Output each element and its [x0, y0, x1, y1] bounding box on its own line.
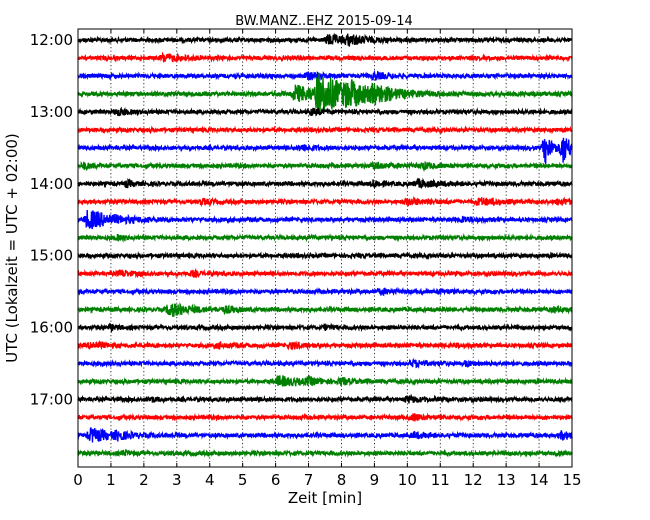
y-tick-label: 12:00 — [30, 31, 73, 49]
y-tick-label: 16:00 — [30, 319, 73, 337]
trace-1600 — [77, 322, 573, 334]
trace-1215 — [77, 51, 573, 63]
trace-1315 — [77, 125, 573, 135]
x-tick-label: 12 — [464, 471, 483, 489]
trace-1445 — [77, 232, 573, 243]
trace-1745 — [77, 448, 573, 458]
x-tick-label: 0 — [73, 471, 83, 489]
x-tick-label: 10 — [398, 471, 417, 489]
y-axis-label: UTC (Lokalzeit = UTC + 02:00) — [3, 133, 21, 363]
trace-1645 — [77, 374, 573, 388]
x-tick-label: 4 — [205, 471, 215, 489]
x-tick-label: 1 — [106, 471, 116, 489]
grid-layer — [110, 29, 540, 467]
trace-1530 — [77, 286, 573, 297]
x-axis-label: Zeit [min] — [288, 489, 362, 507]
x-tick-label: 2 — [139, 471, 149, 489]
x-tick-label: 3 — [172, 471, 182, 489]
trace-1345 — [77, 160, 573, 173]
trace-1330 — [77, 137, 573, 165]
trace-1230 — [77, 69, 573, 82]
trace-1545 — [77, 302, 573, 318]
x-tick-label: 14 — [530, 471, 549, 489]
y-tick-label: 15:00 — [30, 247, 73, 265]
x-tick-label: 5 — [238, 471, 248, 489]
trace-1200 — [77, 32, 573, 47]
y-tick-label: 14:00 — [30, 175, 73, 193]
x-tick-label: 13 — [497, 471, 516, 489]
x-tick-label: 15 — [562, 471, 581, 489]
x-tick-label: 6 — [271, 471, 281, 489]
x-tick-label: 9 — [370, 471, 380, 489]
trace-1515 — [77, 267, 573, 279]
trace-1700 — [77, 393, 573, 405]
trace-1500 — [77, 251, 573, 261]
y-tick-label: 13:00 — [30, 103, 73, 121]
trace-1400 — [77, 177, 573, 190]
y-tick-label: 17:00 — [30, 390, 73, 408]
x-tick-label: 8 — [337, 471, 347, 489]
trace-1300 — [77, 106, 573, 117]
chart-title: BW.MANZ..EHZ 2015-09-14 — [235, 14, 413, 29]
y-axis: 12:00 13:00 14:00 15:00 16:00 17:00 — [30, 31, 572, 408]
x-tick-label: 7 — [304, 471, 314, 489]
plot-frame — [77, 28, 573, 468]
trace-1630 — [77, 357, 573, 370]
trace-layer — [77, 32, 573, 458]
trace-1730 — [77, 426, 573, 443]
trace-1430 — [77, 210, 573, 230]
trace-1245 — [77, 72, 573, 114]
trace-1715 — [77, 412, 573, 423]
trace-1415 — [77, 195, 573, 208]
x-tick-label: 11 — [431, 471, 450, 489]
x-axis: 0 1 2 3 4 5 6 7 8 9 10 11 12 13 14 15 — [73, 29, 582, 489]
trace-1615 — [77, 339, 573, 351]
